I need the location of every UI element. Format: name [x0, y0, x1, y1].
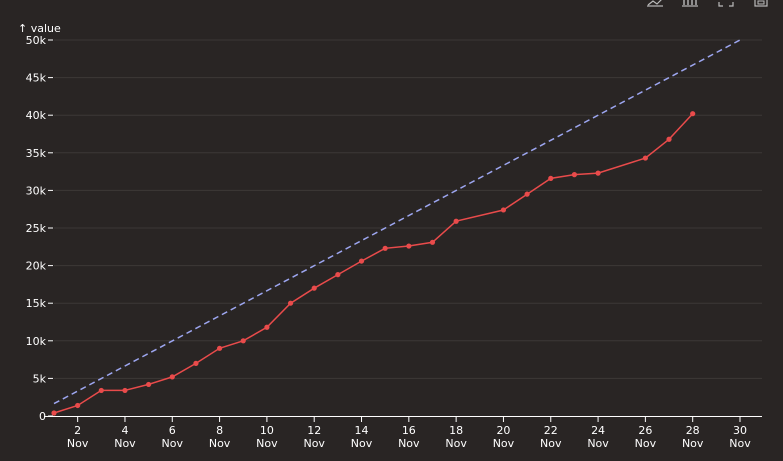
- x-tick-month-label: Nov: [303, 437, 325, 450]
- x-tick-day-label: 18: [449, 424, 463, 437]
- y-tick-label: 45k: [26, 72, 47, 85]
- data-point[interactable]: [382, 245, 388, 251]
- data-point[interactable]: [216, 345, 223, 351]
- data-point[interactable]: [453, 218, 459, 224]
- x-tick-month-label: Nov: [209, 437, 231, 450]
- data-point[interactable]: [146, 381, 152, 388]
- x-tick-month-label: Nov: [635, 437, 657, 450]
- x-tick-day-label: 16: [402, 424, 416, 437]
- x-tick-month-label: Nov: [540, 437, 562, 450]
- x-tick-month-label: Nov: [351, 437, 373, 450]
- y-tick-label: 20k: [26, 260, 47, 273]
- series-layer: [51, 39, 741, 416]
- x-tick-month-label: Nov: [682, 437, 704, 450]
- x-tick-day-label: 26: [638, 424, 652, 437]
- data-point[interactable]: [571, 172, 578, 178]
- data-point[interactable]: [500, 207, 507, 213]
- data-point[interactable]: [690, 111, 696, 117]
- bar-chart-icon[interactable]: [682, 0, 698, 7]
- x-axis: 2Nov4Nov6Nov8Nov10Nov12Nov14Nov16Nov18No…: [44, 416, 762, 450]
- x-tick-day-label: 12: [307, 424, 321, 437]
- y-tick-label: 25k: [26, 222, 47, 235]
- data-point[interactable]: [122, 387, 128, 394]
- x-tick-day-label: 14: [355, 424, 369, 437]
- x-tick-month-label: Nov: [67, 437, 89, 450]
- x-tick-month-label: Nov: [445, 437, 467, 450]
- y-tick-label: 15k: [26, 297, 47, 310]
- x-tick-month-label: Nov: [114, 437, 136, 450]
- x-tick-day-label: 10: [260, 424, 274, 437]
- data-point[interactable]: [98, 387, 104, 394]
- data-point[interactable]: [169, 374, 175, 380]
- y-tick-label: 50k: [26, 34, 47, 47]
- x-tick-month-label: Nov: [398, 437, 420, 450]
- x-tick-month-label: Nov: [587, 437, 609, 450]
- y-axis: 0 5k 10k 15k 20k 25k 30k 35k 40k 45k 50k: [26, 34, 53, 423]
- x-tick-day-label: 6: [169, 424, 176, 437]
- data-point[interactable]: [666, 136, 672, 142]
- data-point[interactable]: [524, 191, 530, 197]
- y-axis-label: ↑ value: [18, 22, 61, 35]
- data-point[interactable]: [240, 338, 246, 344]
- save-icon[interactable]: [754, 0, 768, 7]
- x-tick-month-label: Nov: [729, 437, 751, 450]
- data-point[interactable]: [287, 300, 294, 306]
- x-tick-day-label: 30: [733, 424, 747, 437]
- y-tick-label: 0: [39, 410, 46, 423]
- series-line-1: [53, 39, 741, 405]
- fullscreen-icon[interactable]: [718, 2, 734, 7]
- data-point[interactable]: [193, 360, 199, 366]
- x-tick-day-label: 2: [74, 424, 81, 437]
- x-tick-month-label: Nov: [493, 437, 515, 450]
- x-tick-day-label: 24: [591, 424, 605, 437]
- y-tick-label: 40k: [26, 109, 47, 122]
- x-tick-day-label: 4: [121, 424, 128, 437]
- data-point[interactable]: [311, 285, 317, 291]
- data-point[interactable]: [358, 258, 365, 264]
- data-point[interactable]: [548, 175, 554, 181]
- grid-lines: [54, 39, 762, 379]
- data-point[interactable]: [429, 239, 436, 245]
- y-tick-label: 5k: [33, 372, 47, 385]
- data-point[interactable]: [406, 243, 412, 249]
- x-tick-day-label: 8: [216, 424, 223, 437]
- x-tick-month-label: Nov: [162, 437, 184, 450]
- y-tick-label: 10k: [26, 335, 47, 348]
- x-tick-month-label: Nov: [256, 437, 278, 450]
- data-point[interactable]: [642, 155, 648, 161]
- y-tick-label: 35k: [26, 147, 47, 160]
- data-point[interactable]: [75, 402, 81, 409]
- x-tick-day-label: 20: [496, 424, 510, 437]
- data-point[interactable]: [51, 410, 57, 416]
- x-tick-day-label: 28: [686, 424, 700, 437]
- data-point[interactable]: [595, 170, 601, 176]
- y-tick-label: 30k: [26, 184, 47, 197]
- x-tick-day-label: 22: [544, 424, 558, 437]
- data-point[interactable]: [264, 324, 270, 330]
- line-chart-icon[interactable]: [647, 0, 663, 7]
- series-line-0: [53, 113, 694, 414]
- data-point[interactable]: [335, 272, 341, 278]
